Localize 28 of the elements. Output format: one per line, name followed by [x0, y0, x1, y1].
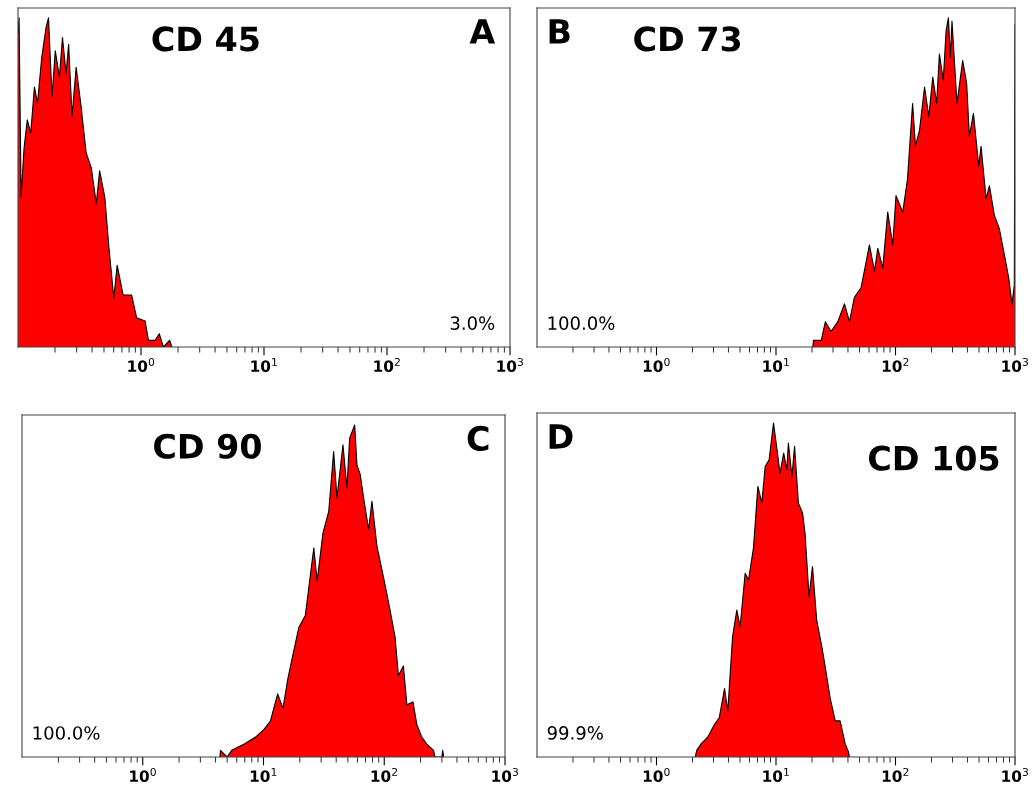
x-tick-label: 10$^{2}$: [371, 767, 398, 782]
annotation: A: [469, 19, 496, 44]
annotation: D: [549, 424, 573, 449]
text: CD 105: [869, 445, 999, 471]
x-tick-label: 10$^{3}$: [497, 357, 523, 372]
x-tick-label: 10$^{1}$: [250, 768, 277, 782]
x-tick-label: 10$^{0}$: [130, 767, 156, 782]
x-tick-label: 10$^{2}$: [882, 767, 909, 782]
x-tick-label: 10$^{3}$: [1002, 357, 1028, 372]
annotation: 3.0%: [450, 316, 495, 330]
x-tick-label: 10$^{0}$: [128, 357, 155, 372]
x-tick-label: 10$^{1}$: [251, 358, 277, 372]
x-tick-label: 10$^{2}$: [374, 357, 400, 372]
annotation: C: [467, 425, 489, 452]
x-tick-label: 10$^{3}$: [492, 767, 518, 782]
x-tick-label: 10$^{3}$: [1002, 767, 1028, 782]
x-tick-label: 10$^{2}$: [882, 357, 909, 372]
chart-title: CD 73: [634, 26, 741, 52]
chart-title: CD 90: [154, 433, 261, 459]
annotation: 100.0%: [33, 726, 100, 740]
x-tick-label: 10$^{0}$: [643, 767, 670, 782]
x-tick-label: 10$^{1}$: [763, 768, 789, 782]
chart-title: CD 45: [152, 26, 259, 52]
annotation: 99.9%: [547, 726, 603, 740]
x-tick-label: 10$^{0}$: [643, 357, 670, 372]
annotation: 100.0%: [548, 316, 615, 330]
annotation: B: [549, 19, 570, 44]
x-tick-label: 10$^{1}$: [763, 358, 789, 372]
